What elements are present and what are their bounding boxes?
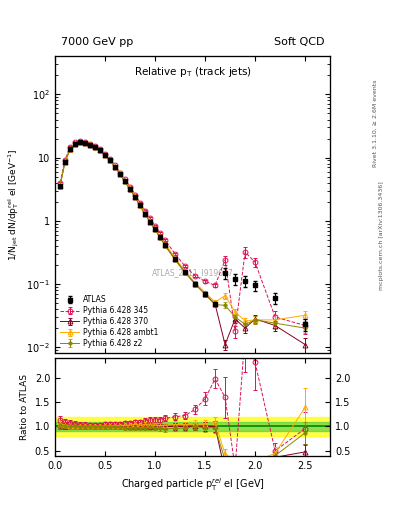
Y-axis label: Ratio to ATLAS: Ratio to ATLAS [20, 374, 29, 440]
Text: mcplots.cern.ch [arXiv:1306.3436]: mcplots.cern.ch [arXiv:1306.3436] [379, 181, 384, 290]
Y-axis label: 1/N$_\mathregular{jet}$ dN/dp$_\mathregular{T}^\mathregular{rel}$ el [GeV$^{-1}$: 1/N$_\mathregular{jet}$ dN/dp$_\mathregu… [6, 148, 21, 261]
Text: Relative p$_\mathregular{T}$ (track jets): Relative p$_\mathregular{T}$ (track jets… [134, 65, 252, 79]
Text: Rivet 3.1.10, ≥ 2.6M events: Rivet 3.1.10, ≥ 2.6M events [373, 79, 378, 166]
Bar [55, 417, 330, 436]
Text: ATLAS_2011_I919017: ATLAS_2011_I919017 [152, 269, 233, 278]
Bar [55, 422, 330, 431]
Legend: ATLAS, Pythia 6.428 345, Pythia 6.428 370, Pythia 6.428 ambt1, Pythia 6.428 z2: ATLAS, Pythia 6.428 345, Pythia 6.428 37… [59, 294, 160, 350]
X-axis label: Charged particle p$_\mathregular{T}^{rel}$ el [GeV]: Charged particle p$_\mathregular{T}^{rel… [121, 476, 264, 493]
Text: Soft QCD: Soft QCD [274, 37, 325, 48]
Text: 7000 GeV pp: 7000 GeV pp [61, 37, 133, 48]
